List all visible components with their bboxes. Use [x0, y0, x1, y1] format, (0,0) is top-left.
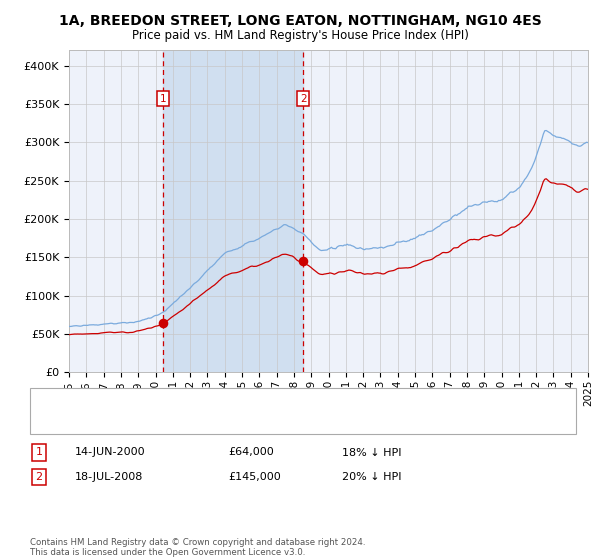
Text: 1: 1: [35, 447, 43, 458]
Text: 1A, BREEDON STREET, LONG EATON, NOTTINGHAM, NG10 4ES: 1A, BREEDON STREET, LONG EATON, NOTTINGH…: [59, 14, 541, 28]
Text: 14-JUN-2000: 14-JUN-2000: [75, 447, 146, 458]
Bar: [163, 50, 303, 372]
Text: 1A, BREEDON STREET, LONG EATON, NOTTINGHAM, NG10 4ES (detached house): 1A, BREEDON STREET, LONG EATON, NOTTINGH…: [84, 396, 504, 407]
Text: Contains HM Land Registry data © Crown copyright and database right 2024.
This d: Contains HM Land Registry data © Crown c…: [30, 538, 365, 557]
Text: HPI: Average price, detached house, Erewash: HPI: Average price, detached house, Erew…: [84, 416, 321, 426]
Text: 20% ↓ HPI: 20% ↓ HPI: [342, 472, 401, 482]
Text: 1: 1: [160, 94, 167, 104]
Text: 2: 2: [300, 94, 307, 104]
Text: 18% ↓ HPI: 18% ↓ HPI: [342, 447, 401, 458]
Text: Price paid vs. HM Land Registry's House Price Index (HPI): Price paid vs. HM Land Registry's House …: [131, 29, 469, 42]
Text: £64,000: £64,000: [228, 447, 274, 458]
Text: £145,000: £145,000: [228, 472, 281, 482]
Text: 18-JUL-2008: 18-JUL-2008: [75, 472, 143, 482]
Point: [298, 256, 308, 265]
Point: [158, 319, 168, 328]
Text: 2: 2: [35, 472, 43, 482]
